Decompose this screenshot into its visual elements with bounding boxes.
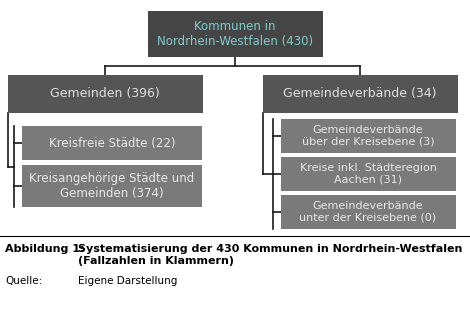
Text: Gemeindeverbände
unter der Kreisebene (0): Gemeindeverbände unter der Kreisebene (0… [299, 201, 437, 223]
FancyBboxPatch shape [281, 119, 455, 153]
Text: Eigene Darstellung: Eigene Darstellung [78, 276, 177, 286]
Text: Quelle:: Quelle: [5, 276, 42, 286]
Text: Kreisfreie Städte (22): Kreisfreie Städte (22) [49, 137, 175, 150]
FancyBboxPatch shape [148, 11, 322, 57]
Text: Kreisangehörige Städte und
Gemeinden (374): Kreisangehörige Städte und Gemeinden (37… [29, 172, 195, 200]
FancyBboxPatch shape [8, 75, 203, 113]
Text: Gemeinden (396): Gemeinden (396) [50, 88, 160, 101]
FancyBboxPatch shape [263, 75, 457, 113]
Text: Gemeindeverbände
über der Kreisebene (3): Gemeindeverbände über der Kreisebene (3) [302, 125, 434, 147]
Text: Kreise inkl. Städteregion
Aachen (31): Kreise inkl. Städteregion Aachen (31) [299, 163, 437, 185]
Text: Kommunen in
Nordrhein-Westfalen (430): Kommunen in Nordrhein-Westfalen (430) [157, 20, 313, 48]
FancyBboxPatch shape [281, 195, 455, 229]
Text: Abbildung 1:: Abbildung 1: [5, 244, 85, 254]
FancyBboxPatch shape [281, 157, 455, 191]
Text: Gemeindeverbände (34): Gemeindeverbände (34) [283, 88, 437, 101]
FancyBboxPatch shape [22, 126, 202, 160]
Text: Systematisierung der 430 Kommunen in Nordrhein-Westfalen
(Fallzahlen in Klammern: Systematisierung der 430 Kommunen in Nor… [78, 244, 462, 267]
FancyBboxPatch shape [22, 165, 202, 207]
